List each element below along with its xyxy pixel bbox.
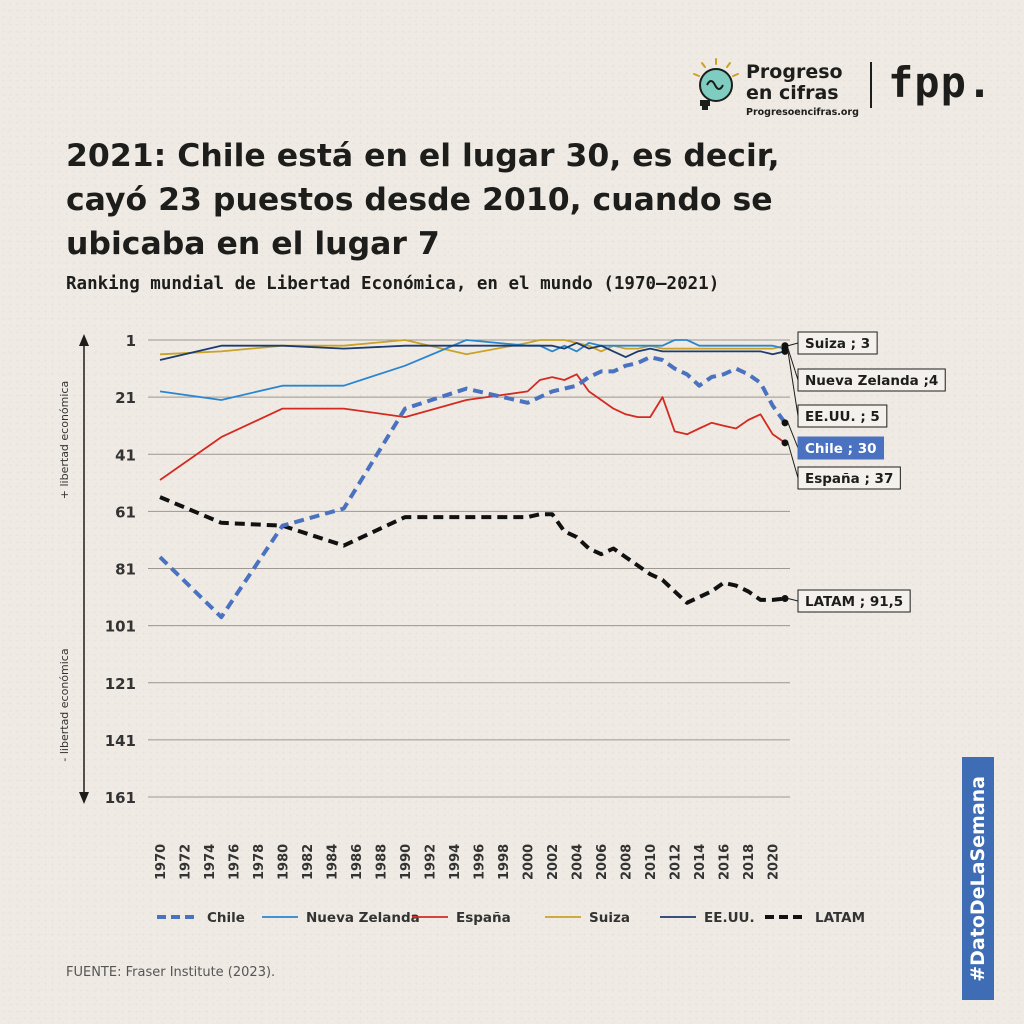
end-label-box (797, 331, 878, 355)
x-tick-label: 2002 (546, 844, 561, 880)
y-tick-label: 141 (105, 732, 136, 750)
end-label-text: Chile ; 30 (805, 441, 877, 457)
x-tick-label: 2000 (522, 844, 537, 880)
y-tick-label: 1 (126, 332, 136, 350)
end-label-leader (787, 422, 799, 449)
legend-item-chile: Chile (157, 910, 245, 926)
legend-item-eeuu: EE.UU. (660, 910, 755, 926)
x-tick-label: 1976 (228, 844, 243, 880)
x-tick-label: 1982 (301, 844, 316, 880)
series-line-chile (158, 355, 787, 620)
legend-label: Nueva Zelanda (306, 910, 420, 926)
x-tick-label: 2016 (718, 844, 733, 880)
x-tick-label: 2014 (693, 844, 708, 880)
legend-item-suiza: Suiza (545, 910, 630, 926)
end-label-text: España ; 37 (805, 471, 893, 487)
hashtag-badge: #DatoDeLaSemana (962, 757, 994, 1000)
x-tick-label: 1986 (350, 844, 365, 880)
x-tick-label: 1988 (375, 844, 390, 880)
lightbulb-logo-icon (693, 58, 739, 110)
x-tick-label: 1978 (252, 844, 267, 880)
series-line-eeuu (159, 342, 786, 361)
y-axis-bottom-label: - libertad económica (58, 648, 71, 761)
x-tick-label: 2008 (620, 844, 635, 880)
x-tick-label: 1984 (326, 844, 341, 880)
x-tick-label: 1996 (473, 844, 488, 880)
end-label-eeuu: EE.UU. ; 5 (787, 351, 888, 428)
brand-name-line2: en cifras (746, 82, 839, 104)
brand-divider (870, 62, 872, 108)
y-tick-label: 41 (115, 446, 136, 464)
end-label-box (797, 436, 885, 460)
hashtag-text: #DatoDeLaSemana (967, 775, 989, 982)
legend-item-latam: LATAM (765, 910, 865, 926)
legend-label: Chile (207, 910, 245, 926)
x-tick-label: 1994 (448, 844, 463, 880)
y-tick-label: 21 (115, 389, 136, 407)
x-tick-label: 1992 (424, 844, 439, 880)
end-label-box (797, 466, 901, 490)
x-tick-label: 2006 (595, 844, 610, 880)
y-tick-label: 61 (115, 503, 136, 521)
x-tick-label: 2018 (742, 844, 757, 880)
x-tick-label: 2010 (644, 844, 659, 880)
x-tick-label: 1974 (203, 844, 218, 880)
chart-title: 2021: Chile está en el lugar 30, es deci… (66, 138, 780, 262)
series-line-latam (159, 495, 786, 605)
end-label-chile: Chile ; 30 (787, 422, 885, 460)
x-tick-label: 2012 (669, 844, 684, 880)
end-label-espana: España ; 37 (787, 442, 901, 490)
brand-name: Progreso en cifras (746, 62, 876, 104)
legend-label: EE.UU. (704, 910, 755, 926)
end-label-box (797, 589, 911, 613)
y-tick-label: 121 (105, 675, 136, 693)
x-tick-label: 1972 (179, 844, 194, 880)
end-label-latam: LATAM ; 91,5 (787, 589, 911, 613)
brand-header: Progreso en cifras Progresoencifras.org … (690, 56, 1010, 126)
end-label-text: Nueva Zelanda ;4 (805, 373, 938, 389)
x-tick-label: 1980 (277, 844, 292, 880)
end-label-leader (787, 348, 799, 381)
end-label-box (797, 404, 888, 428)
partner-logo: fpp. (888, 58, 994, 107)
brand-url: Progresoencifras.org (746, 107, 859, 118)
series-end-dot-chile (781, 419, 789, 427)
brand-name-line1: Progreso (746, 61, 843, 83)
x-tick-label: 2020 (767, 844, 782, 880)
series-end-dot-eeuu (781, 347, 789, 355)
y-axis-arrow-up-icon (79, 334, 89, 346)
legend-item-espana: España (412, 910, 511, 926)
series-line-nueva_zelanda (159, 339, 786, 401)
x-tick-label: 1970 (154, 844, 169, 880)
series-end-dot-espana (781, 439, 789, 447)
legend-item-nueva_zelanda: Nueva Zelanda (262, 910, 420, 926)
end-label-leader (787, 351, 799, 417)
legend-label: Suiza (589, 910, 630, 926)
series-line-suiza (159, 339, 786, 356)
series-end-dot-latam (781, 594, 789, 602)
end-label-leader (787, 342, 799, 347)
y-tick-label: 161 (105, 789, 136, 807)
end-label-box (797, 368, 946, 392)
end-label-text: Suiza ; 3 (805, 336, 870, 352)
chart-subtitle: Ranking mundial de Libertad Económica, e… (66, 274, 720, 294)
y-axis-arrow-down-icon (79, 792, 89, 804)
source-note: FUENTE: Fraser Institute (2023). (66, 965, 276, 980)
legend-label: España (456, 910, 511, 926)
y-tick-label: 81 (115, 561, 136, 579)
x-tick-label: 1998 (497, 844, 512, 880)
series-line-espana (159, 373, 786, 481)
end-label-leader (787, 442, 799, 479)
end-label-suiza: Suiza ; 3 (787, 331, 878, 355)
y-axis-top-label: + libertad económica (58, 381, 71, 499)
x-tick-label: 1990 (399, 844, 414, 880)
end-label-text: LATAM ; 91,5 (805, 594, 903, 610)
end-label-nueva_zelanda: Nueva Zelanda ;4 (787, 348, 946, 392)
x-tick-label: 2004 (571, 844, 586, 880)
y-tick-label: 101 (105, 618, 136, 636)
end-label-text: EE.UU. ; 5 (805, 409, 880, 425)
end-label-leader (787, 598, 799, 602)
legend-label: LATAM (815, 910, 865, 926)
